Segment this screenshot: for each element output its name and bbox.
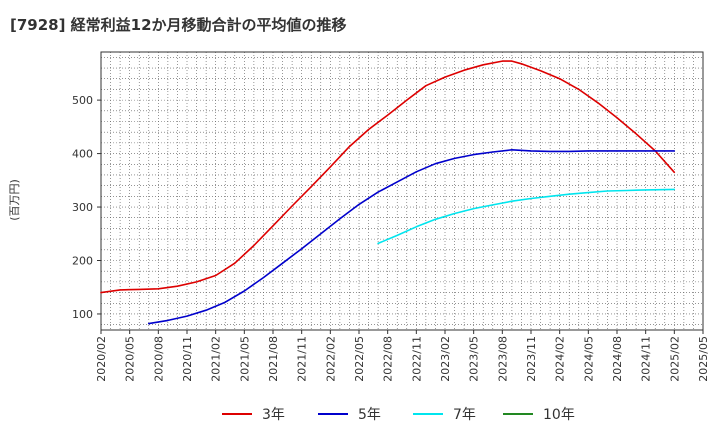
x-tick-label: 2025/02 bbox=[668, 336, 681, 382]
x-tick-label: 2021/02 bbox=[210, 336, 223, 382]
series-line-2 bbox=[377, 188, 676, 245]
x-tick-label: 2024/11 bbox=[640, 336, 653, 382]
x-tick-label: 2023/02 bbox=[439, 336, 452, 382]
chart-title: [7928] 経常利益12か月移動合計の平均値の推移 bbox=[10, 16, 347, 34]
x-tick-label: 2022/05 bbox=[353, 336, 366, 382]
x-tick-label: 2020/08 bbox=[152, 336, 165, 382]
y-tick-label: 200 bbox=[72, 255, 93, 268]
series-line-1 bbox=[148, 149, 676, 325]
x-tick-label: 2023/08 bbox=[496, 336, 509, 382]
x-tick-label: 2021/08 bbox=[267, 336, 280, 382]
x-tick-label: 2024/08 bbox=[611, 336, 624, 382]
legend-label-3: 10年 bbox=[543, 407, 575, 423]
x-tick-label: 2022/02 bbox=[324, 336, 337, 382]
x-tick-label: 2022/08 bbox=[382, 336, 395, 382]
x-tick-label: 2020/05 bbox=[124, 336, 137, 382]
series-line-0 bbox=[100, 60, 676, 294]
x-tick-label: 2024/05 bbox=[582, 336, 595, 382]
legend-label-0: 3年 bbox=[262, 407, 285, 423]
x-tick-label: 2023/05 bbox=[468, 336, 481, 382]
x-tick-label: 2024/02 bbox=[554, 336, 567, 382]
x-tick-label: 2022/11 bbox=[410, 336, 423, 382]
x-tick-label: 2020/02 bbox=[95, 336, 108, 382]
x-tick-label: 2021/05 bbox=[238, 336, 251, 382]
x-tick-label: 2020/11 bbox=[181, 336, 194, 382]
legend-label-2: 7年 bbox=[453, 407, 476, 423]
plot-frame bbox=[100, 51, 704, 331]
y-tick-label: 400 bbox=[72, 148, 93, 161]
y-tick-label: 100 bbox=[72, 308, 93, 321]
x-tick-label: 2021/11 bbox=[296, 336, 309, 382]
x-tick-label: 2025/05 bbox=[697, 336, 710, 382]
y-tick-label: 500 bbox=[72, 94, 93, 107]
legend-label-1: 5年 bbox=[358, 407, 381, 423]
y-axis-label: (百万円) bbox=[8, 179, 21, 221]
y-tick-label: 300 bbox=[72, 201, 93, 214]
x-tick-label: 2023/11 bbox=[525, 336, 538, 382]
